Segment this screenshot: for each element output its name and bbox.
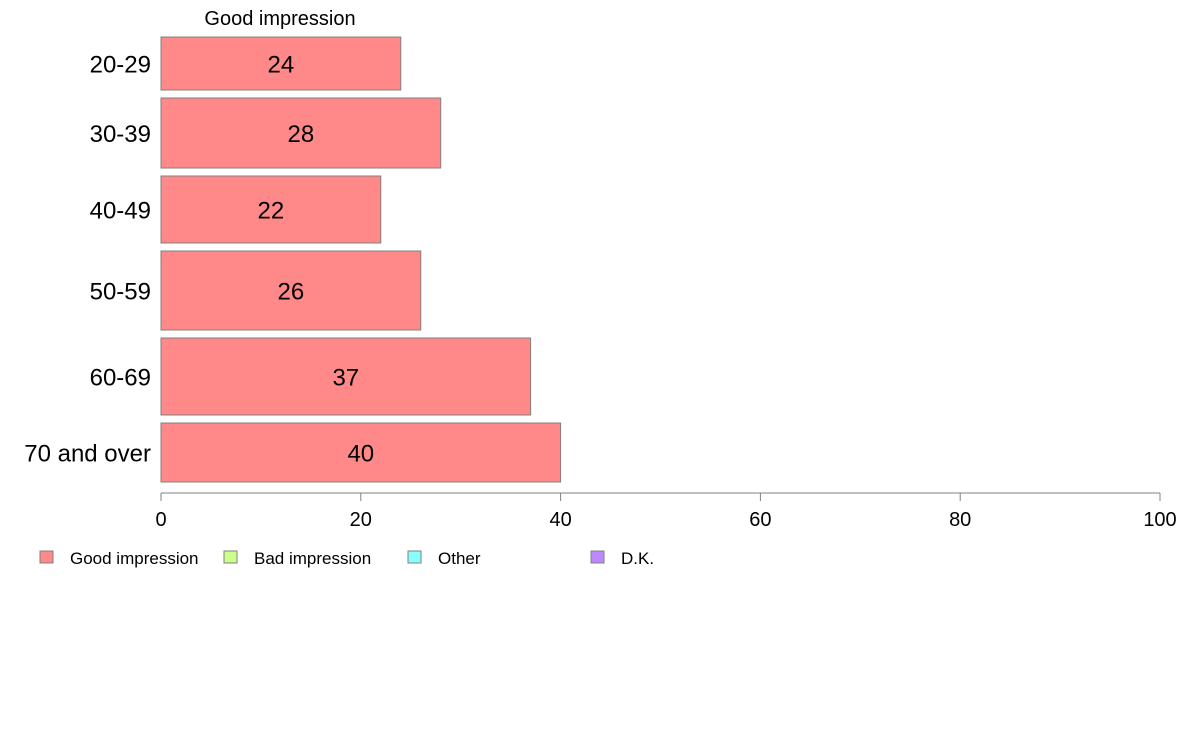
legend-swatch — [223, 550, 238, 564]
category-label: 50-59 — [90, 279, 151, 306]
legend-label: Good impression — [70, 549, 199, 568]
x-axis: 0 20 40 60 80 100 — [155, 492, 1177, 531]
x-tick-label: 20 — [350, 509, 372, 531]
x-tick-label: 60 — [749, 509, 771, 531]
data-label: 24 — [268, 52, 295, 79]
category-label: 60-69 — [90, 365, 151, 392]
bar-30-39 — [160, 97, 442, 169]
x-tick-label: 0 — [155, 509, 166, 531]
x-tick-label: 100 — [1143, 509, 1176, 531]
bars-group: 20-29 24 30-39 28 40-49 22 50-59 26 60-69 37 70 an… — [24, 36, 562, 483]
series-title: Good impression — [204, 8, 355, 30]
bar-20-29 — [160, 36, 402, 91]
category-label: 70 and over — [24, 441, 151, 468]
category-label: 40-49 — [90, 198, 151, 225]
x-tick-label: 40 — [549, 509, 571, 531]
legend-label: Bad impression — [254, 549, 371, 568]
legend-label: Other — [438, 549, 481, 568]
legend: Good impression Bad impression Other D.K. — [39, 549, 654, 568]
data-label: 37 — [332, 365, 359, 392]
category-label: 20-29 — [90, 52, 151, 79]
data-label: 22 — [258, 198, 285, 225]
category-label: 30-39 — [90, 121, 151, 148]
x-tick-label: 80 — [949, 509, 971, 531]
bar-40-49 — [160, 175, 382, 244]
legend-swatch — [39, 550, 54, 564]
bar-50-59 — [160, 250, 422, 331]
bar-60-69 — [160, 337, 532, 416]
legend-swatch — [407, 550, 422, 564]
data-label: 26 — [278, 279, 305, 306]
data-label: 28 — [288, 121, 315, 148]
legend-label: D.K. — [621, 549, 654, 568]
legend-swatch — [590, 550, 605, 564]
bar-70-and-over — [160, 422, 562, 483]
data-label: 40 — [347, 441, 374, 468]
